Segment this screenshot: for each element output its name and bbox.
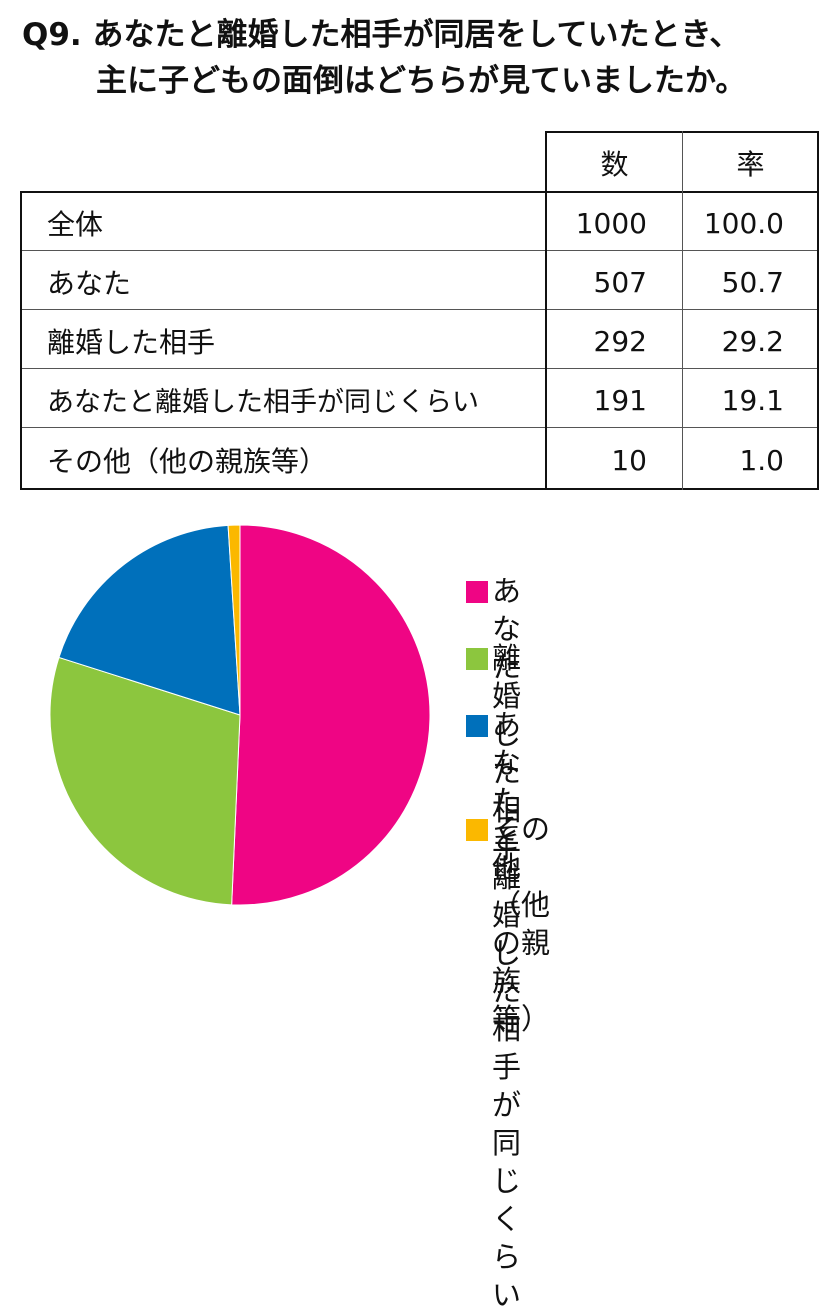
legend-swatch <box>466 648 488 670</box>
legend-item: その他（他の親族等） <box>466 810 550 1038</box>
legend-label: あなた <box>492 574 522 684</box>
row-rate: 29.2 <box>721 325 784 358</box>
table-right-border <box>817 131 819 490</box>
pie-slice-same <box>58 524 241 716</box>
title-line-1: Q9. あなたと離婚した相手が同居をしていたとき、 <box>22 17 741 53</box>
row-label: 全体 <box>47 208 104 241</box>
pie-slice-other <box>227 524 241 716</box>
row-count: 292 <box>593 325 647 358</box>
header-count: 数 <box>600 148 629 181</box>
row-count: 1000 <box>575 207 647 240</box>
row-count: 507 <box>593 266 647 299</box>
pie-slice-partner <box>49 656 241 906</box>
table-header-border <box>20 191 819 193</box>
row-rate: 50.7 <box>721 266 784 299</box>
row-rate: 19.1 <box>721 384 784 417</box>
legend-item: あなた <box>466 572 521 686</box>
table-bottom-border <box>20 488 819 490</box>
legend-swatch <box>466 819 488 841</box>
legend-label: その他（他の親族等） <box>492 812 551 1036</box>
table-row-divider <box>20 309 819 310</box>
row-rate: 1.0 <box>739 444 784 477</box>
pie-slice-anata <box>231 524 431 906</box>
table-row-divider <box>20 250 819 251</box>
row-label: あなた <box>47 267 132 300</box>
legend-label: 離婚した相手 <box>492 641 522 865</box>
row-count: 10 <box>611 444 647 477</box>
title-line-2: 主に子どもの面倒はどちらが見ていましたか。 <box>96 63 747 99</box>
row-count: 191 <box>593 384 647 417</box>
table-col-divider <box>545 131 547 490</box>
legend-item: 離婚した相手 <box>466 639 521 867</box>
row-label: その他（他の親族等） <box>47 445 328 478</box>
legend-swatch <box>466 581 488 603</box>
table-row-divider <box>20 427 819 428</box>
row-rate: 100.0 <box>703 207 784 240</box>
header-rate: 率 <box>736 148 765 181</box>
table-left-border <box>20 191 22 490</box>
legend-swatch <box>466 715 488 737</box>
table-col-divider <box>682 131 683 490</box>
row-label: あなたと離婚した相手が同じくらい <box>47 387 479 418</box>
pie-chart <box>49 524 431 906</box>
row-label: 離婚した相手 <box>47 326 216 359</box>
table-row-divider <box>20 368 819 369</box>
